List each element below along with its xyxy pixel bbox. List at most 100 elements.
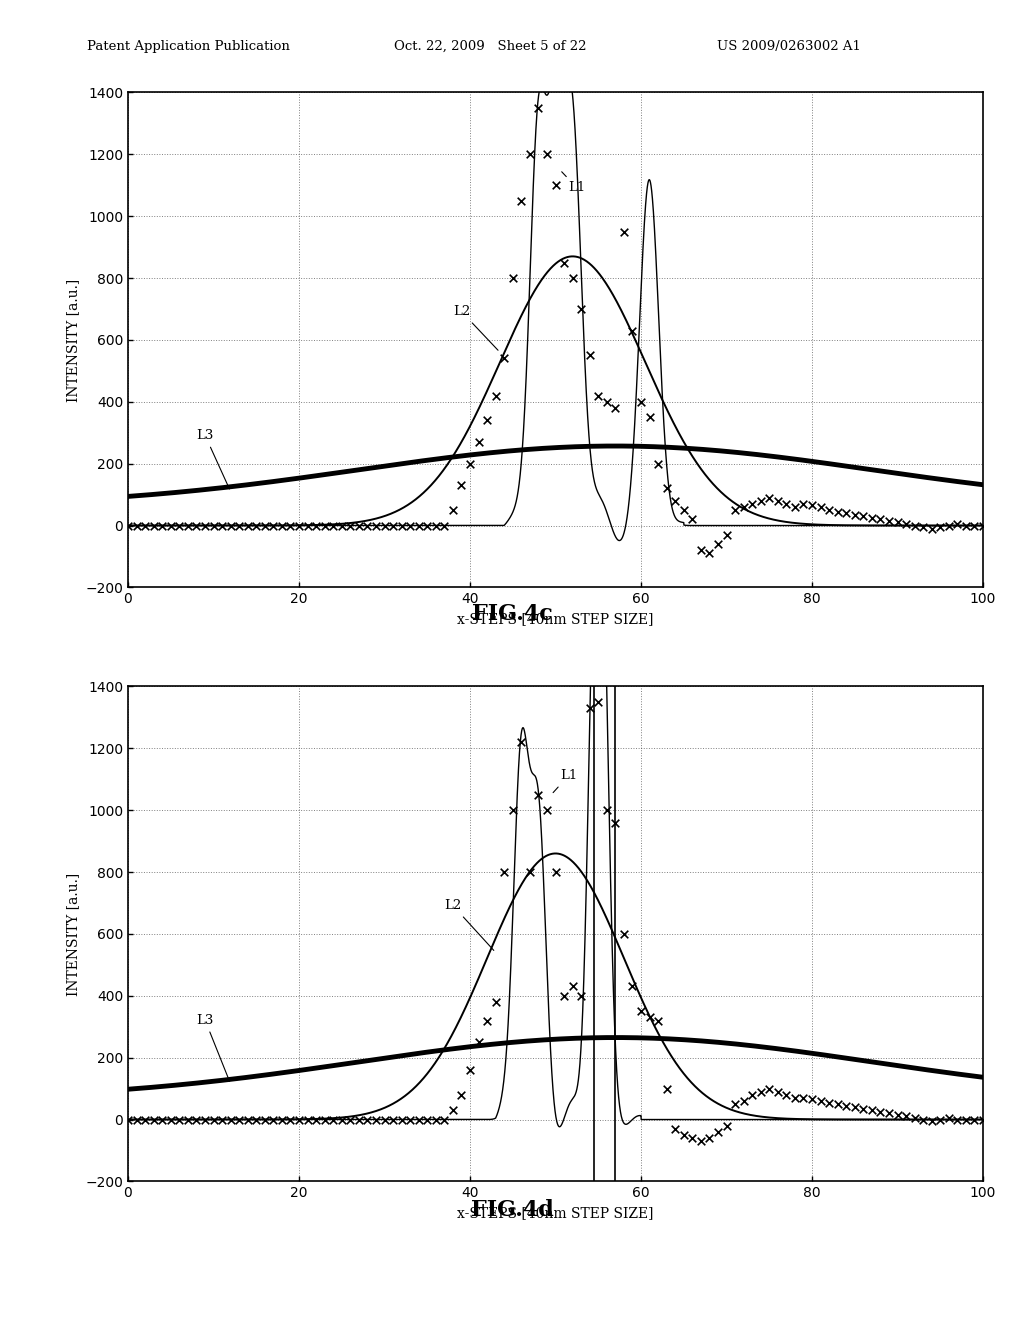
Point: [941, 515, 957, 536]
Point: [444, 1100, 461, 1121]
Point: [496, 862, 512, 883]
Point: [145, 1109, 162, 1130]
Point: [650, 453, 667, 474]
Point: [770, 1081, 786, 1102]
Point: [863, 507, 880, 528]
Point: [804, 1089, 820, 1110]
Point: [205, 1109, 221, 1130]
Point: [273, 1109, 290, 1130]
Point: [761, 487, 777, 508]
Point: [368, 515, 384, 536]
Point: [154, 515, 170, 536]
Point: [470, 432, 486, 453]
Point: [530, 98, 547, 119]
Point: [778, 1084, 795, 1105]
Point: [906, 1107, 923, 1129]
Point: [881, 511, 897, 532]
Point: [599, 800, 615, 821]
Point: [470, 1032, 486, 1053]
Point: [436, 1109, 453, 1130]
Point: [454, 475, 470, 496]
Point: [957, 515, 974, 536]
Point: [350, 515, 367, 536]
Point: [932, 516, 948, 537]
Point: [615, 924, 632, 945]
Point: [120, 1109, 136, 1130]
Point: [539, 800, 555, 821]
Point: [556, 252, 572, 273]
Point: [402, 515, 419, 536]
Point: [231, 1109, 248, 1130]
Point: [915, 1109, 932, 1130]
Point: [273, 515, 290, 536]
Point: [812, 1090, 828, 1111]
Point: [906, 515, 923, 536]
Point: [197, 515, 213, 536]
Point: [615, 220, 632, 242]
Point: [248, 515, 264, 536]
Point: [735, 1090, 752, 1111]
Point: [744, 1084, 761, 1105]
Text: L2: L2: [444, 899, 494, 950]
Text: Patent Application Publication: Patent Application Publication: [87, 40, 290, 53]
Point: [564, 975, 581, 997]
Point: [496, 348, 512, 370]
Point: [941, 1107, 957, 1129]
Y-axis label: INTENSITY [a.u.]: INTENSITY [a.u.]: [66, 279, 80, 401]
Point: [607, 397, 624, 418]
Point: [547, 174, 563, 195]
Point: [179, 515, 196, 536]
Point: [692, 540, 709, 561]
Point: [735, 496, 752, 517]
Point: [188, 515, 205, 536]
Point: [428, 1109, 444, 1130]
Point: [454, 1084, 470, 1105]
Point: [479, 409, 496, 430]
Point: [325, 515, 341, 536]
Point: [257, 515, 273, 536]
Point: [359, 515, 376, 536]
Point: [753, 1081, 769, 1102]
Text: L3: L3: [197, 1014, 229, 1081]
Text: US 2009/0263002 A1: US 2009/0263002 A1: [717, 40, 861, 53]
Text: Oct. 22, 2009   Sheet 5 of 22: Oct. 22, 2009 Sheet 5 of 22: [394, 40, 587, 53]
Text: L3: L3: [197, 429, 229, 488]
Point: [633, 391, 649, 412]
Point: [967, 515, 983, 536]
Point: [393, 515, 410, 536]
Point: [505, 800, 521, 821]
Point: [855, 1098, 871, 1119]
Point: [393, 1109, 410, 1130]
Point: [692, 1131, 709, 1152]
Point: [778, 494, 795, 515]
Point: [444, 499, 461, 520]
Point: [957, 1109, 974, 1130]
Point: [650, 1010, 667, 1031]
Point: [975, 515, 991, 536]
Point: [316, 1109, 333, 1130]
Point: [265, 1109, 282, 1130]
Point: [658, 1078, 675, 1100]
Point: [334, 515, 350, 536]
Point: [462, 1060, 478, 1081]
Point: [676, 1125, 692, 1146]
Point: [188, 1109, 205, 1130]
Point: [812, 496, 828, 517]
Point: [967, 1109, 983, 1130]
Point: [872, 508, 889, 529]
Point: [872, 1101, 889, 1122]
Point: [889, 512, 905, 533]
Point: [214, 515, 230, 536]
Point: [821, 1092, 838, 1113]
Point: [727, 1093, 743, 1114]
Point: [462, 453, 478, 474]
Point: [924, 1110, 940, 1131]
Point: [881, 1102, 897, 1123]
Text: FIG.4c: FIG.4c: [472, 603, 552, 626]
Text: L1: L1: [553, 770, 578, 792]
Point: [350, 1109, 367, 1130]
Point: [291, 515, 307, 536]
Point: [411, 1109, 427, 1130]
Point: [855, 506, 871, 527]
Point: [419, 1109, 435, 1130]
